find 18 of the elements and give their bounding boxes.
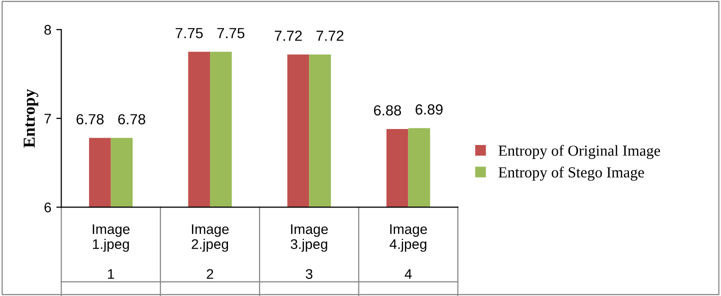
y-tick-label: 7 xyxy=(44,114,51,124)
data-label: 7.75 xyxy=(176,28,203,38)
legend-label: Entropy of Stego Image xyxy=(498,166,644,181)
data-label: 6.89 xyxy=(416,104,443,115)
legend-label: Entropy of Original Image xyxy=(498,144,660,159)
category-label: Image 3.jpeg 3 xyxy=(290,224,328,279)
category-label: Image 1.jpeg 1 xyxy=(92,224,130,279)
category-label: Image 4.jpeg 4 xyxy=(390,224,427,279)
data-label: 7.75 xyxy=(217,28,244,38)
y-tick-label: 6 xyxy=(44,202,51,212)
y-tick-label: 8 xyxy=(44,24,51,35)
y-axis-title: Entropy xyxy=(24,89,38,148)
data-label: 6.78 xyxy=(76,114,104,124)
data-label: 7.72 xyxy=(274,30,302,41)
data-label: 6.88 xyxy=(374,105,402,116)
category-label: Image 2.jpeg 2 xyxy=(192,224,229,279)
data-label: 7.72 xyxy=(316,30,344,41)
data-label: 6.78 xyxy=(118,114,146,124)
